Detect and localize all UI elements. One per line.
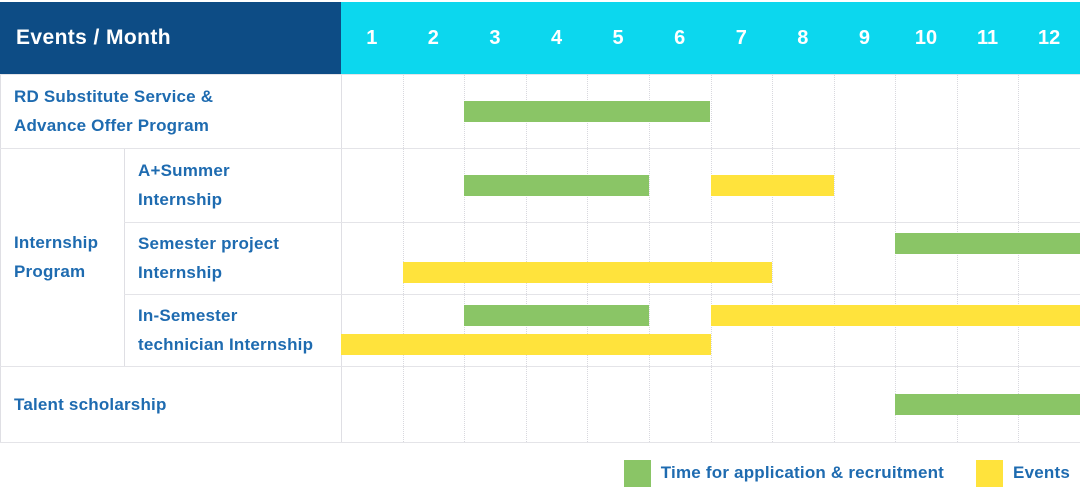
row-border bbox=[124, 294, 1080, 295]
month-header-row: 1 2 3 4 5 6 7 8 9 10 11 12 bbox=[341, 2, 1080, 74]
grid-line bbox=[525, 74, 527, 442]
header-bottom-border bbox=[0, 74, 1080, 75]
sublabel-divider bbox=[124, 148, 125, 366]
label-column-border bbox=[341, 74, 342, 442]
table-bottom-border bbox=[0, 442, 1080, 443]
month-header-cell: 4 bbox=[550, 26, 563, 49]
row-label-line: Program bbox=[14, 262, 86, 281]
gantt-bar-application bbox=[464, 174, 649, 196]
sub-row-label: Semester project Internship bbox=[138, 222, 331, 294]
row-label-line: RD Substitute Service & bbox=[14, 87, 214, 106]
header-title: Events / Month bbox=[16, 26, 171, 49]
row-label-line: Internship bbox=[138, 263, 223, 282]
month-header-cell: 11 bbox=[976, 26, 999, 49]
month-header-cell: 6 bbox=[674, 26, 686, 49]
header-title-cell: Events / Month bbox=[0, 2, 341, 74]
row-border bbox=[0, 366, 1080, 367]
gantt-bar-events bbox=[341, 333, 711, 355]
legend-label-events: Events bbox=[1013, 463, 1070, 482]
row-label-line: Semester project bbox=[138, 234, 280, 253]
gantt-bar-events bbox=[710, 174, 834, 196]
month-header-cell: 12 bbox=[1038, 26, 1061, 49]
row-label: RD Substitute Service & Advance Offer Pro… bbox=[14, 74, 331, 148]
month-header-cell: 9 bbox=[858, 26, 870, 49]
sub-row-label: In-Semester technician Internship bbox=[138, 294, 331, 366]
table-left-border bbox=[0, 74, 1, 442]
legend-swatch-events-icon bbox=[976, 459, 1004, 487]
gantt-bar-application bbox=[464, 100, 711, 122]
grid-line bbox=[587, 74, 589, 442]
gantt-bar-application bbox=[464, 305, 649, 327]
grid-line bbox=[895, 74, 897, 442]
month-header-cell: 2 bbox=[427, 26, 439, 49]
month-header-cell: 5 bbox=[612, 26, 624, 49]
grid-line bbox=[648, 74, 650, 442]
group-label: Internship Program bbox=[14, 148, 331, 366]
month-header-cell: 1 bbox=[366, 26, 378, 49]
grid-line bbox=[1018, 74, 1020, 442]
row-label-line: Internship bbox=[138, 190, 223, 209]
month-header-cell: 8 bbox=[797, 26, 809, 49]
grid-line bbox=[402, 74, 404, 442]
row-label-line: Talent scholarship bbox=[14, 394, 167, 414]
grid-line bbox=[833, 74, 835, 442]
gantt-bar-events bbox=[402, 261, 773, 283]
month-header-cell: 3 bbox=[489, 26, 501, 49]
row-label-line: In-Semester bbox=[138, 306, 238, 325]
legend: Time for application & recruitment Event… bbox=[623, 458, 1070, 488]
row-label: Talent scholarship bbox=[14, 366, 331, 442]
row-border bbox=[0, 148, 1080, 149]
legend-swatch-application-icon bbox=[623, 459, 651, 487]
legend-label-application: Time for application & recruitment bbox=[660, 463, 945, 482]
row-label-line: Advance Offer Program bbox=[14, 116, 210, 135]
gantt-bar-application bbox=[895, 393, 1080, 415]
grid-line bbox=[772, 74, 774, 442]
gantt-bar-events bbox=[710, 305, 1080, 327]
month-header-cell: 10 bbox=[914, 26, 938, 49]
grid-line bbox=[710, 74, 712, 442]
sub-row-label: A+Summer Internship bbox=[138, 148, 331, 222]
grid-line bbox=[464, 74, 466, 442]
grid-line bbox=[956, 74, 958, 442]
row-label-line: Internship bbox=[14, 233, 99, 252]
month-header-cell: 7 bbox=[735, 26, 747, 49]
row-label-line: A+Summer bbox=[138, 161, 230, 180]
gantt-bar-application bbox=[895, 233, 1080, 255]
row-border bbox=[124, 222, 1080, 223]
row-label-line: technician Internship bbox=[138, 335, 314, 354]
